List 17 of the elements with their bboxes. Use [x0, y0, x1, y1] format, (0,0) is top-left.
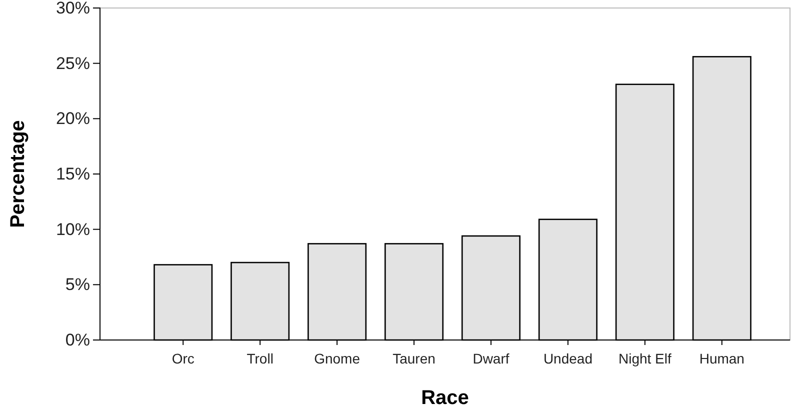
- y-tick-label: 20%: [56, 109, 90, 128]
- x-tick-label: Gnome: [314, 350, 360, 366]
- x-tick-label: Troll: [246, 350, 274, 366]
- x-tick-label: Tauren: [392, 350, 436, 366]
- x-tick-label: Undead: [543, 350, 592, 366]
- x-axis-title: Race: [421, 387, 469, 409]
- x-tick-label: Dwarf: [472, 350, 510, 366]
- x-tick-label: Orc: [172, 350, 194, 366]
- y-tick-label: 15%: [56, 164, 90, 184]
- y-tick-label: 5%: [65, 275, 90, 294]
- y-tick-label: 30%: [56, 0, 90, 18]
- y-tick-label: 0%: [65, 330, 90, 350]
- x-tick-label: Night Elf: [618, 350, 672, 366]
- y-tick-label: 10%: [56, 220, 90, 239]
- y-axis-title: Percentage: [7, 120, 29, 228]
- x-tick-label: Human: [699, 350, 744, 366]
- y-tick-label: 25%: [56, 54, 90, 73]
